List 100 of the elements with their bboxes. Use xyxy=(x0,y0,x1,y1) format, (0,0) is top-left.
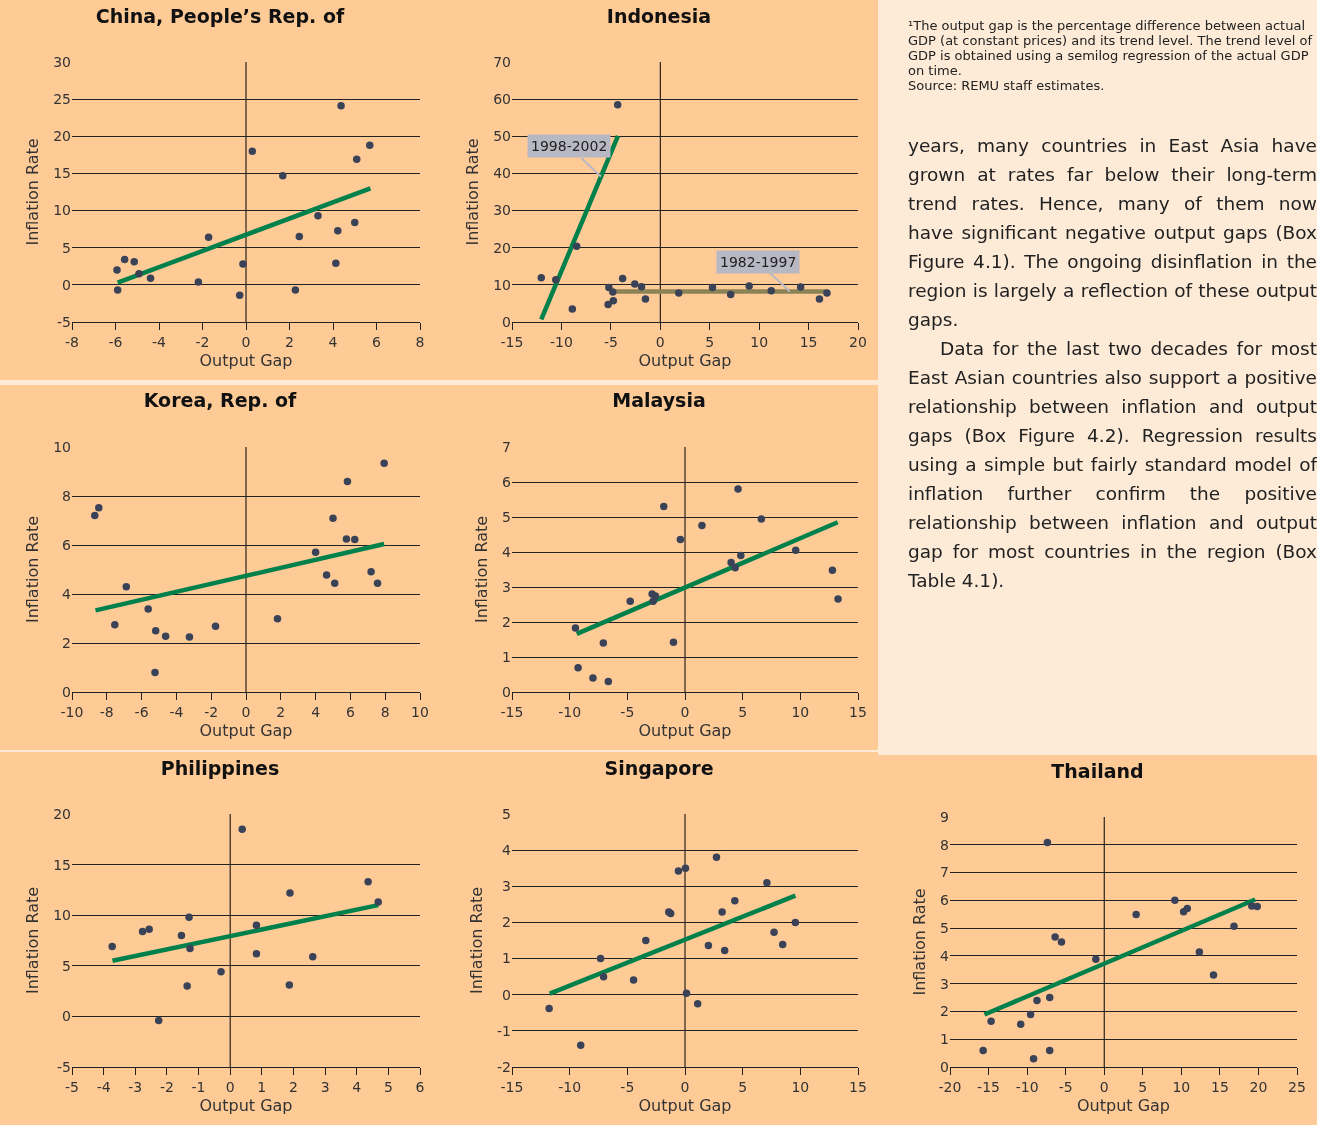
point xyxy=(676,535,685,544)
y-axis-title: Inflation Rate xyxy=(463,138,483,246)
point xyxy=(380,459,388,467)
point xyxy=(138,927,147,936)
y-tick-label: 30 xyxy=(53,53,71,70)
point xyxy=(322,571,331,579)
point xyxy=(334,226,342,235)
point xyxy=(604,300,612,309)
x-axis-title: Output Gap xyxy=(638,351,732,371)
y-tick-label: 25 xyxy=(53,91,71,108)
y-tick-label: 0 xyxy=(62,276,71,293)
annotation: 1998-2002 xyxy=(531,138,608,154)
point xyxy=(351,535,359,544)
x-axis-title: Output Gap xyxy=(199,351,293,371)
y-tick-label: 6 xyxy=(62,536,72,553)
x-tick-label: -15 xyxy=(500,1078,524,1095)
x-tick-label: -15 xyxy=(977,1078,1000,1095)
y-tick-label: 2 xyxy=(62,634,71,651)
point xyxy=(108,942,116,951)
point xyxy=(330,579,339,587)
point xyxy=(183,982,191,990)
point xyxy=(343,477,352,486)
point xyxy=(235,291,244,300)
point xyxy=(1253,902,1261,911)
point xyxy=(815,295,824,303)
point xyxy=(374,898,382,906)
x-tick-label: 5 xyxy=(738,703,748,720)
chart-title: Singapore xyxy=(604,756,714,779)
point xyxy=(91,511,99,520)
y-tick-label: 9 xyxy=(940,808,949,825)
point xyxy=(295,232,304,241)
x-tick-label: 2 xyxy=(276,703,286,720)
point xyxy=(571,624,580,632)
x-tick-label: -10 xyxy=(1015,1078,1039,1095)
x-tick-label: -6 xyxy=(134,703,149,720)
x-tick-label: 6 xyxy=(372,333,382,350)
point xyxy=(763,878,771,887)
point xyxy=(778,940,787,949)
x-tick-label: -4 xyxy=(169,703,184,720)
point xyxy=(599,639,608,647)
point xyxy=(151,627,160,635)
chart-title: China, People’s Rep. of xyxy=(95,4,345,27)
x-tick-label: 0 xyxy=(680,1078,690,1095)
x-tick-label: 25 xyxy=(1288,1078,1306,1095)
y-tick-label: 2 xyxy=(502,914,511,931)
point xyxy=(286,889,294,897)
x-tick-label: 5 xyxy=(1138,1078,1148,1095)
point xyxy=(745,282,753,290)
y-tick-label: 10 xyxy=(493,276,511,293)
y-tick-label: 20 xyxy=(493,239,511,256)
point xyxy=(576,1041,585,1050)
x-tick-label: -4 xyxy=(152,333,167,350)
point xyxy=(1057,938,1066,946)
point xyxy=(651,592,660,600)
point xyxy=(767,287,776,295)
y-tick-label: 30 xyxy=(493,202,511,219)
x-tick-label: 15 xyxy=(849,703,867,720)
x-tick-label: 0 xyxy=(680,703,690,720)
point xyxy=(629,976,638,984)
point xyxy=(135,269,143,278)
x-tick-label: 3 xyxy=(320,1078,330,1095)
point xyxy=(604,677,613,686)
x-tick-label: 10 xyxy=(791,703,810,720)
point xyxy=(599,972,608,981)
point xyxy=(95,504,103,512)
point xyxy=(731,564,739,572)
x-tick-label: 15 xyxy=(849,1078,867,1095)
y-tick-label: 3 xyxy=(940,975,949,992)
y-tick-label: 1 xyxy=(940,1031,949,1048)
point xyxy=(1029,1054,1038,1063)
x-tick-label: -15 xyxy=(500,703,524,720)
point xyxy=(589,674,597,682)
y-tick-label: 5 xyxy=(940,920,949,937)
x-tick-label: -2 xyxy=(159,1078,174,1095)
y-tick-label: 15 xyxy=(53,856,71,873)
point xyxy=(342,535,351,543)
y-tick-label: 10 xyxy=(53,202,71,219)
point xyxy=(285,981,294,989)
point xyxy=(791,918,800,927)
source-note: Source: REMU staff estimates. xyxy=(907,78,1106,93)
x-axis-title: Output Gap xyxy=(638,1096,732,1116)
x-tick-label: 10 xyxy=(791,1078,810,1095)
x-tick-label: 20 xyxy=(849,333,867,350)
y-tick-label: 4 xyxy=(502,842,512,859)
point xyxy=(1045,993,1054,1002)
annotation: 1982-1997 xyxy=(720,254,797,270)
point xyxy=(574,664,582,672)
point xyxy=(248,147,257,155)
point xyxy=(329,514,337,523)
point xyxy=(177,931,186,940)
point xyxy=(568,305,577,313)
y-tick-label: 6 xyxy=(940,892,950,909)
y-tick-label: 50 xyxy=(493,128,511,145)
point xyxy=(1043,838,1052,847)
point xyxy=(1016,1020,1025,1028)
y-tick-label: 0 xyxy=(62,1008,71,1025)
y-tick-label: 3 xyxy=(502,878,511,895)
y-tick-label: 2 xyxy=(940,1003,949,1020)
point xyxy=(144,605,152,613)
point xyxy=(660,502,668,511)
